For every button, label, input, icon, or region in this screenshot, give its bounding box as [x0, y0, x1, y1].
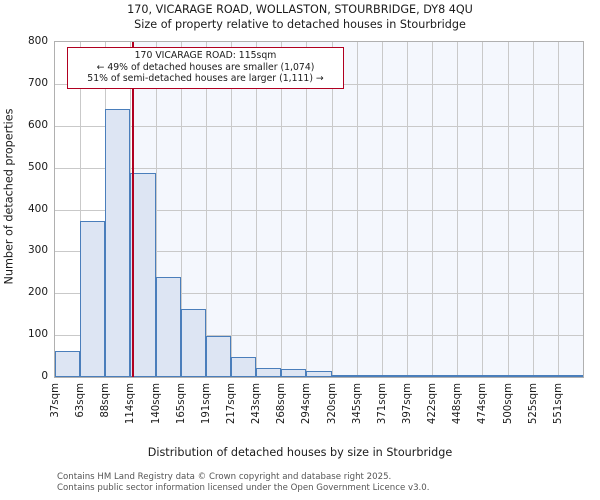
gridline-v [331, 42, 333, 377]
gridline-v [205, 42, 207, 377]
gridline-v [356, 42, 358, 377]
property-annotation-box: 170 VICARAGE ROAD: 115sqm ← 49% of detac… [67, 47, 344, 89]
x-axis-label: Distribution of detached houses by size … [147, 446, 453, 459]
y-axis-tick-label: 400 [27, 202, 48, 215]
gridline-v [306, 42, 308, 377]
histogram-bar [205, 336, 231, 377]
annotation-line-larger: 51% of semi-detached houses are larger (… [87, 73, 324, 84]
histogram-bar [231, 356, 257, 377]
chart-title-block: 170, VICARAGE ROAD, WOLLASTON, STOURBRID… [0, 2, 600, 32]
gridline-v [532, 42, 534, 377]
x-axis-tick-label: 448sqm [452, 383, 464, 425]
histogram-bar [130, 173, 156, 377]
histogram-bar [532, 375, 558, 377]
gridline-h [55, 125, 583, 127]
histogram-bar [381, 375, 407, 377]
x-axis-tick-label: 474sqm [477, 383, 489, 425]
histogram-bar [557, 375, 583, 377]
x-axis-tick-label: 165sqm [175, 383, 187, 425]
histogram-bar [457, 375, 483, 377]
gridline-v [180, 42, 182, 377]
x-axis-tick-label: 422sqm [427, 383, 439, 425]
x-axis-tick-label: 191sqm [200, 383, 212, 425]
gridline-v [407, 42, 408, 377]
x-axis-tick-label: 114sqm [125, 383, 137, 425]
y-axis-tick-label: 600 [27, 118, 48, 131]
y-axis-tick-label: 300 [27, 244, 48, 257]
gridline-h [55, 335, 583, 337]
y-axis-tick-label: 0 [41, 370, 48, 382]
histogram-bar [105, 109, 131, 377]
histogram-plot-area [54, 41, 584, 378]
gridline-v [80, 42, 82, 377]
gridline-h [55, 167, 583, 169]
gridline-v [482, 42, 484, 377]
x-axis-tick-label: 320sqm [326, 383, 338, 425]
page-subtitle: Size of property relative to detached ho… [134, 18, 466, 31]
x-axis-tick-label: 88sqm [100, 383, 112, 418]
histogram-bar [356, 375, 382, 377]
x-axis-tick-label: 500sqm [502, 383, 514, 425]
gridline-h [55, 293, 583, 295]
y-axis-tick-label: 100 [27, 328, 48, 341]
footer-line-1: Contains HM Land Registry data © Crown c… [57, 472, 392, 482]
histogram-bar [331, 375, 357, 377]
gridline-v [381, 42, 383, 377]
histogram-bar [507, 375, 533, 377]
gridline-v [281, 42, 283, 377]
x-axis-tick-label: 268sqm [276, 383, 288, 425]
histogram-bar [407, 375, 433, 377]
histogram-bar [432, 375, 458, 377]
gridline-v [432, 42, 434, 377]
attribution-footer: Contains HM Land Registry data © Crown c… [57, 472, 597, 493]
x-axis-tick-label: 63sqm [75, 383, 87, 418]
x-axis-tick-label: 217sqm [226, 383, 237, 425]
histogram-bar [155, 276, 181, 377]
y-axis-tick-label: 500 [27, 160, 48, 173]
x-axis-tick-label: 243sqm [251, 383, 263, 425]
gridline-h [55, 209, 583, 211]
histogram-bar [306, 370, 332, 377]
x-axis-tick-label: 345sqm [351, 383, 363, 425]
annotation-line-smaller: ← 49% of detached houses are smaller (1,… [96, 61, 315, 73]
page-title: 170, VICARAGE ROAD, WOLLASTON, STOURBRID… [127, 3, 473, 16]
histogram-bar [256, 367, 282, 377]
histogram-bar [281, 368, 307, 377]
gridline-v [231, 42, 232, 377]
property-size-marker-line [131, 42, 134, 377]
x-axis-tick-label: 371sqm [376, 383, 388, 425]
x-axis-tick-label: 551sqm [552, 383, 564, 425]
gridline-h [55, 251, 583, 253]
histogram-bar [80, 220, 106, 377]
histogram-bar [180, 308, 206, 377]
histogram-bar [55, 351, 81, 377]
x-axis-tick-label: 397sqm [402, 383, 413, 425]
histogram-bar [482, 375, 508, 377]
x-axis-tick-label: 37sqm [50, 383, 61, 418]
x-axis-tick-label: 294sqm [301, 383, 313, 425]
y-axis-tick-label: 700 [27, 76, 48, 89]
annotation-line-title: 170 VICARAGE ROAD: 115sqm [134, 50, 277, 61]
y-axis-label: Number of detached properties [2, 108, 16, 285]
footer-line-2: Contains public sector information licen… [57, 482, 430, 493]
gridline-v [457, 42, 459, 377]
gridline-v [557, 42, 559, 377]
gridline-v [256, 42, 258, 377]
x-axis-tick-label: 525sqm [527, 383, 539, 425]
y-axis-tick-label: 200 [27, 286, 48, 299]
gridline-v [155, 42, 157, 377]
y-axis-tick-label: 800 [27, 35, 48, 47]
gridline-v [507, 42, 509, 377]
x-axis-tick-label: 140sqm [150, 383, 162, 425]
